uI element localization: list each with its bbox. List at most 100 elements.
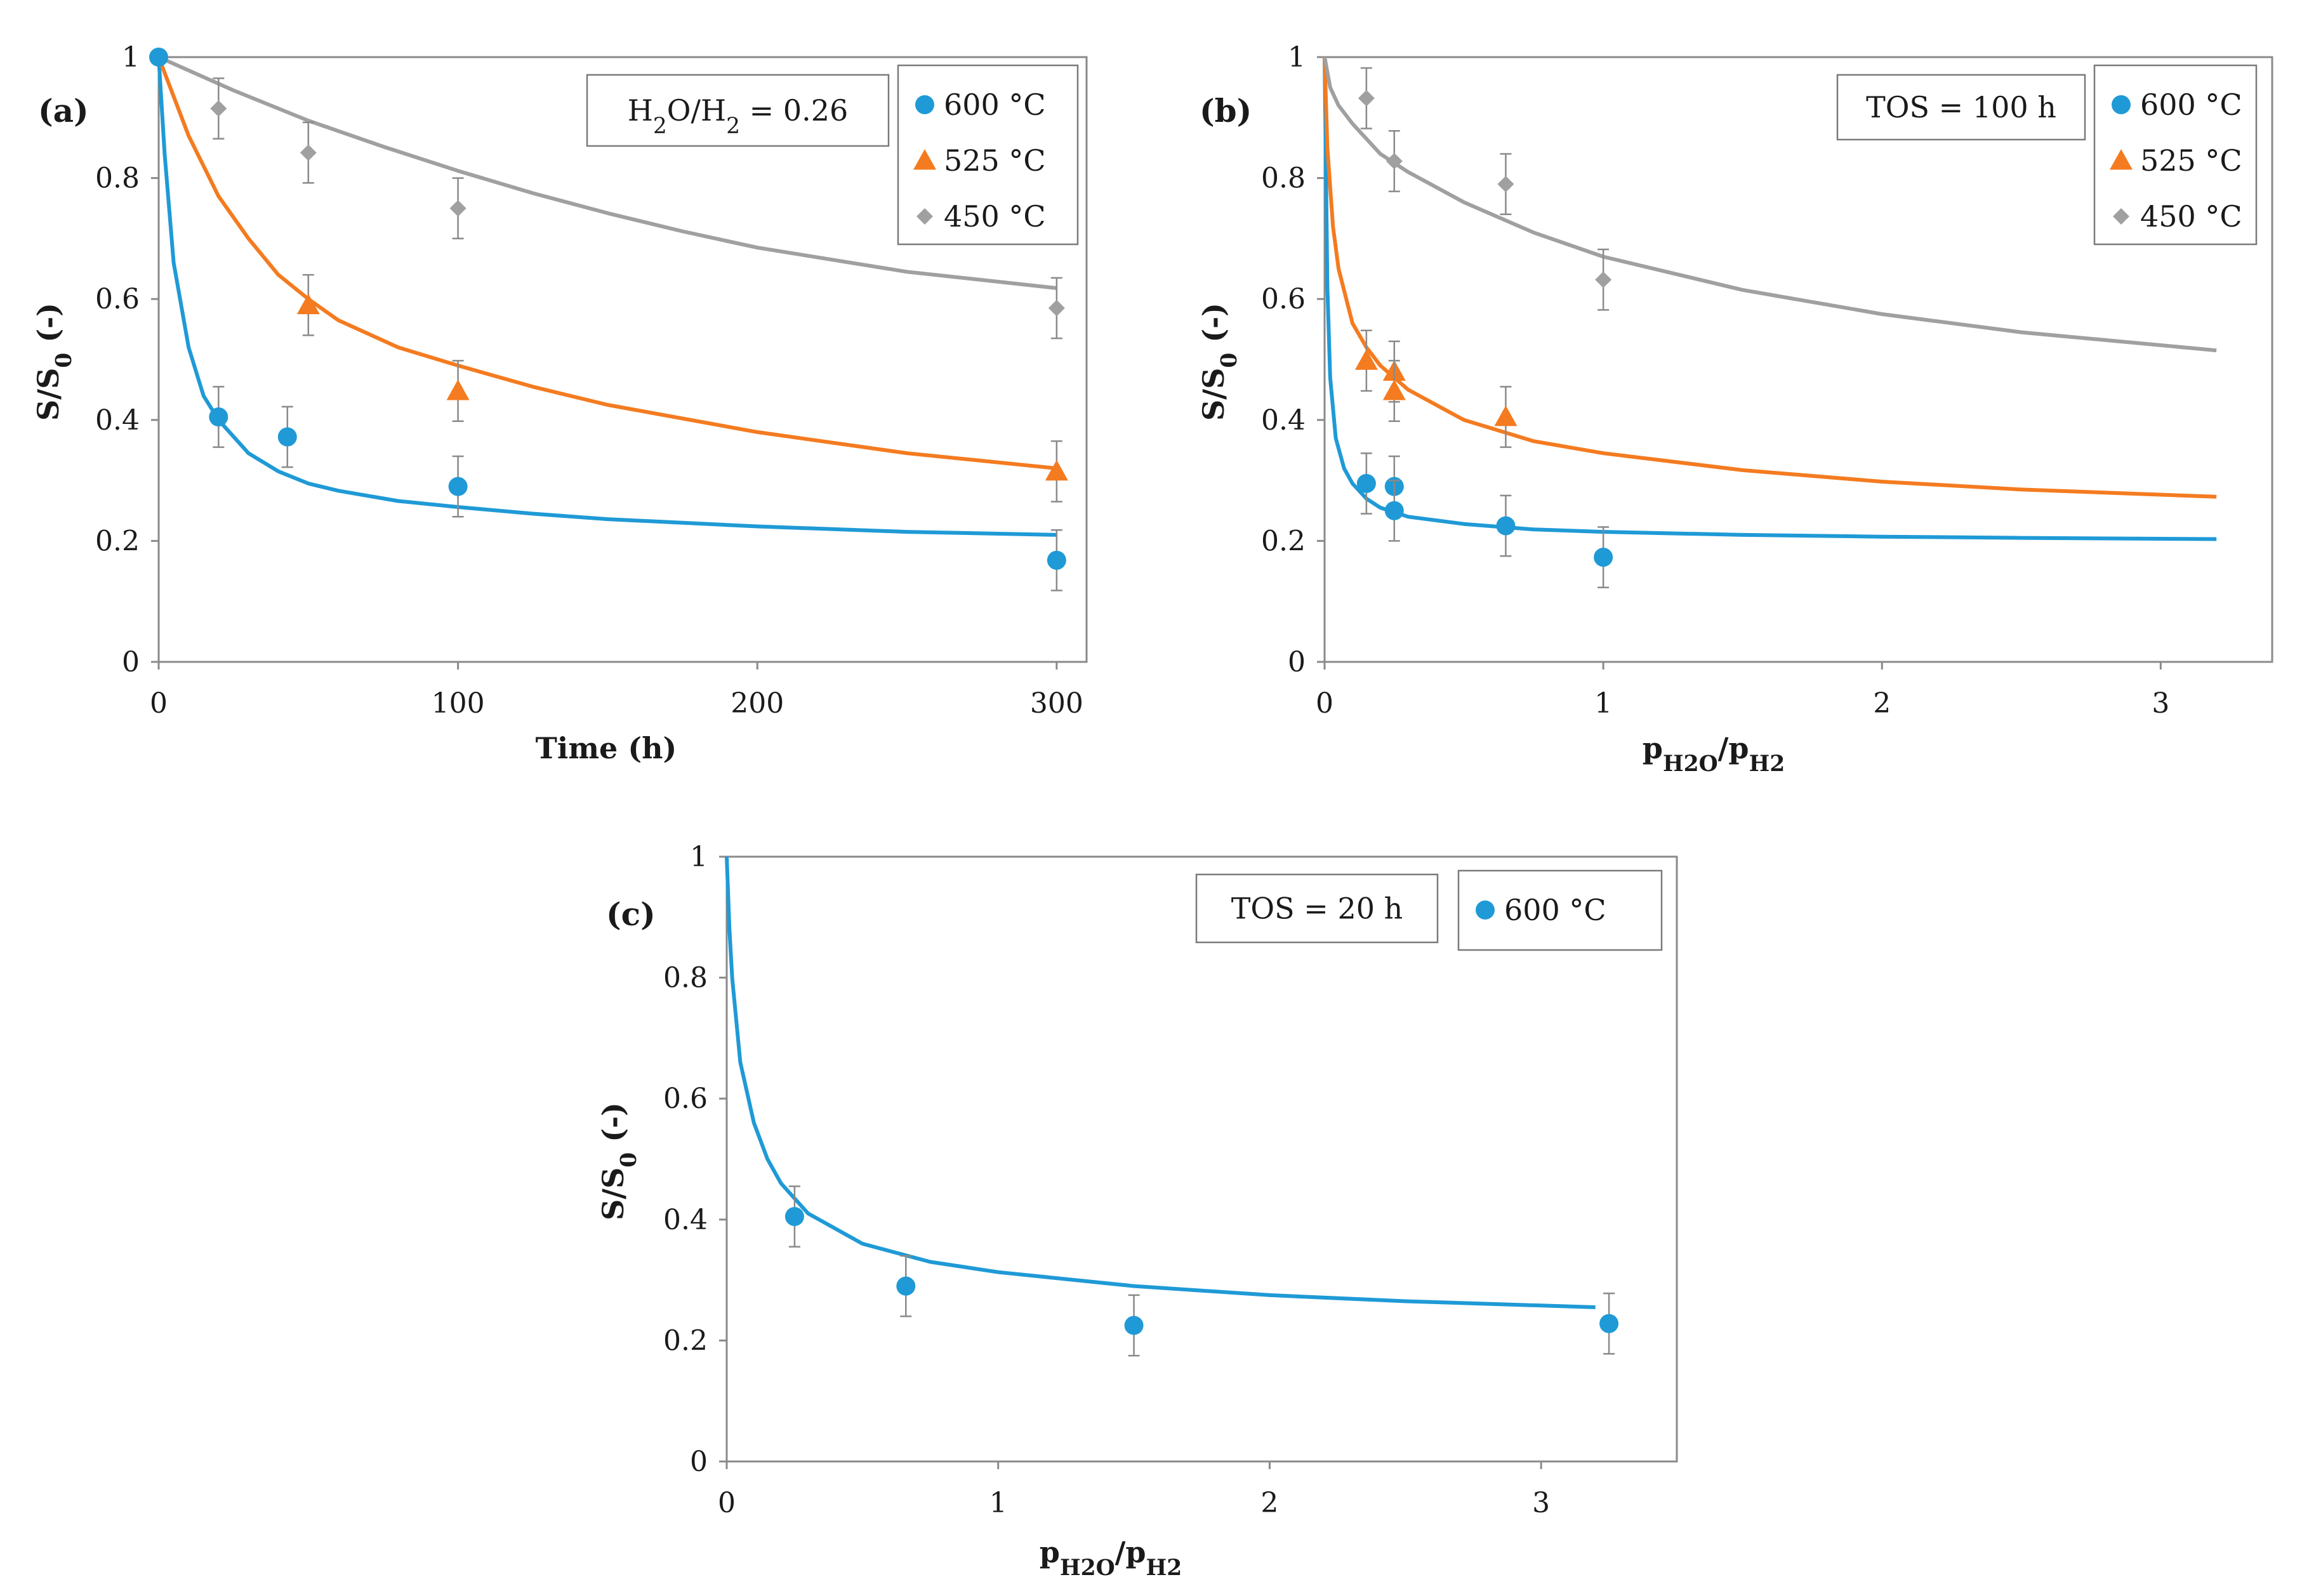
x-tick-label: 3 <box>1532 1487 1550 1519</box>
annotation-text: TOS = 100 h <box>1866 90 2056 124</box>
y-tick-label: 0.2 <box>1261 525 1306 557</box>
x-tick-label: 2 <box>1873 687 1891 720</box>
plot-area-frame <box>157 56 1088 663</box>
data-point <box>149 48 168 67</box>
y-tick-label: 0.8 <box>95 162 140 195</box>
y-tick-label: 0.6 <box>1261 283 1306 315</box>
legend-label: 600 °C <box>1504 893 1606 927</box>
y-tick-label: 0.4 <box>1261 404 1306 437</box>
data-point <box>1358 89 1375 107</box>
y-tick-label: 0 <box>1288 646 1306 678</box>
x-tick-label: 0 <box>718 1487 736 1519</box>
panel-label: (a) <box>38 92 89 129</box>
y-tick-label: 0.2 <box>663 1324 708 1357</box>
y-axis-label: S/S0 (-) <box>1196 303 1242 421</box>
data-point <box>1594 548 1613 567</box>
x-tick-label: 1 <box>989 1487 1007 1519</box>
y-tick-label: 0 <box>122 646 140 678</box>
data-point <box>1124 1316 1144 1335</box>
y-tick-label: 1 <box>690 841 708 873</box>
legend-label: 525 °C <box>2140 143 2242 178</box>
legend-marker <box>913 149 936 170</box>
legend-marker <box>1476 900 1495 920</box>
y-tick-label: 0.6 <box>663 1083 708 1115</box>
panel-label: (c) <box>606 895 656 933</box>
annotation-text: TOS = 20 h <box>1231 892 1403 926</box>
y-axis-label: S/S0 (-) <box>31 303 77 421</box>
chart-panel-3: 0 0.2 0.4 0.6 0.8 1 0 1 2 3 pH2O/pH2 S/S0 (-) (c) TOS… <box>596 841 1678 1581</box>
y-axis-label: S/S0 (-) <box>596 1102 642 1220</box>
data-point <box>1595 271 1612 288</box>
data-point <box>448 477 468 496</box>
x-tick-label: 0 <box>1316 687 1333 720</box>
y-tick-label: 0.2 <box>95 525 140 557</box>
annotation-box <box>1836 74 2086 141</box>
y-tick-label: 1 <box>1288 41 1306 74</box>
data-point <box>446 379 470 400</box>
x-axis-label: Time (h) <box>536 731 677 765</box>
x-tick-label: 200 <box>731 687 784 720</box>
data-point <box>1045 459 1068 481</box>
fit-curve <box>157 55 1057 290</box>
data-point <box>1386 152 1403 169</box>
data-point <box>896 1276 916 1296</box>
legend-marker <box>2113 208 2129 225</box>
y-tick-label: 0 <box>690 1446 708 1478</box>
x-tick-label: 100 <box>432 687 485 720</box>
legend-label: 450 °C <box>944 199 1046 234</box>
fit-curve <box>157 56 1057 470</box>
annotation-box <box>1195 873 1439 944</box>
plot-area-frame <box>1323 56 2273 663</box>
fit-curve <box>157 56 1057 537</box>
legend-marker <box>916 208 933 225</box>
data-point <box>1497 176 1514 193</box>
fit-curve <box>1323 56 2217 353</box>
data-point <box>1599 1314 1619 1333</box>
x-tick-label: 1 <box>1594 687 1612 720</box>
legend-marker <box>2112 95 2131 114</box>
y-tick-label: 1 <box>122 41 140 74</box>
fit-curve <box>725 856 1596 1309</box>
x-axis-label: pH2O/pH2 <box>1040 1535 1182 1581</box>
data-point <box>1354 349 1378 370</box>
x-tick-label: 2 <box>1260 1487 1278 1519</box>
data-point <box>784 1207 804 1227</box>
fit-curve <box>1323 56 2217 499</box>
plot-area-frame <box>725 855 1678 1463</box>
data-point <box>296 293 320 315</box>
chart-panel-1: 0 0.2 0.4 0.6 0.8 1 0 100 200 300 Time (h) S/S0 (-)… <box>31 41 1088 765</box>
legend-label: 525 °C <box>944 143 1046 178</box>
data-point <box>210 100 227 117</box>
data-point <box>209 407 228 427</box>
data-point <box>1048 300 1065 317</box>
legend-marker <box>2110 149 2133 170</box>
legend-label: 600 °C <box>944 88 1046 122</box>
y-tick-label: 0.4 <box>663 1204 708 1236</box>
legend-label: 600 °C <box>2140 88 2242 122</box>
data-point <box>300 144 317 161</box>
legend-label: 450 °C <box>2140 199 2242 234</box>
x-tick-label: 300 <box>1030 687 1083 720</box>
y-tick-label: 0.8 <box>663 962 708 994</box>
chart-panel-2: 0 0.2 0.4 0.6 0.8 1 0 1 2 3 pH2O/pH2 S/S0 (-) (b) TOS… <box>1196 41 2273 777</box>
data-point <box>1494 406 1518 426</box>
data-point <box>1047 550 1066 570</box>
x-axis-label: pH2O/pH2 <box>1643 731 1785 777</box>
annotation-text: H2O/H2 = 0.26 <box>628 93 849 139</box>
y-tick-label: 0.8 <box>1261 162 1306 195</box>
data-point <box>277 427 297 447</box>
legend-marker <box>915 95 934 114</box>
y-tick-label: 0.6 <box>95 283 140 315</box>
panel-label: (b) <box>1200 92 1252 129</box>
data-point <box>1496 516 1516 536</box>
x-tick-label: 3 <box>2152 687 2169 720</box>
y-tick-label: 0.4 <box>95 404 140 437</box>
x-tick-label: 0 <box>150 687 168 720</box>
data-point <box>1384 501 1404 520</box>
data-point <box>1356 473 1376 493</box>
data-point <box>1382 379 1406 400</box>
annotation-box <box>586 74 890 147</box>
data-point <box>449 200 466 217</box>
